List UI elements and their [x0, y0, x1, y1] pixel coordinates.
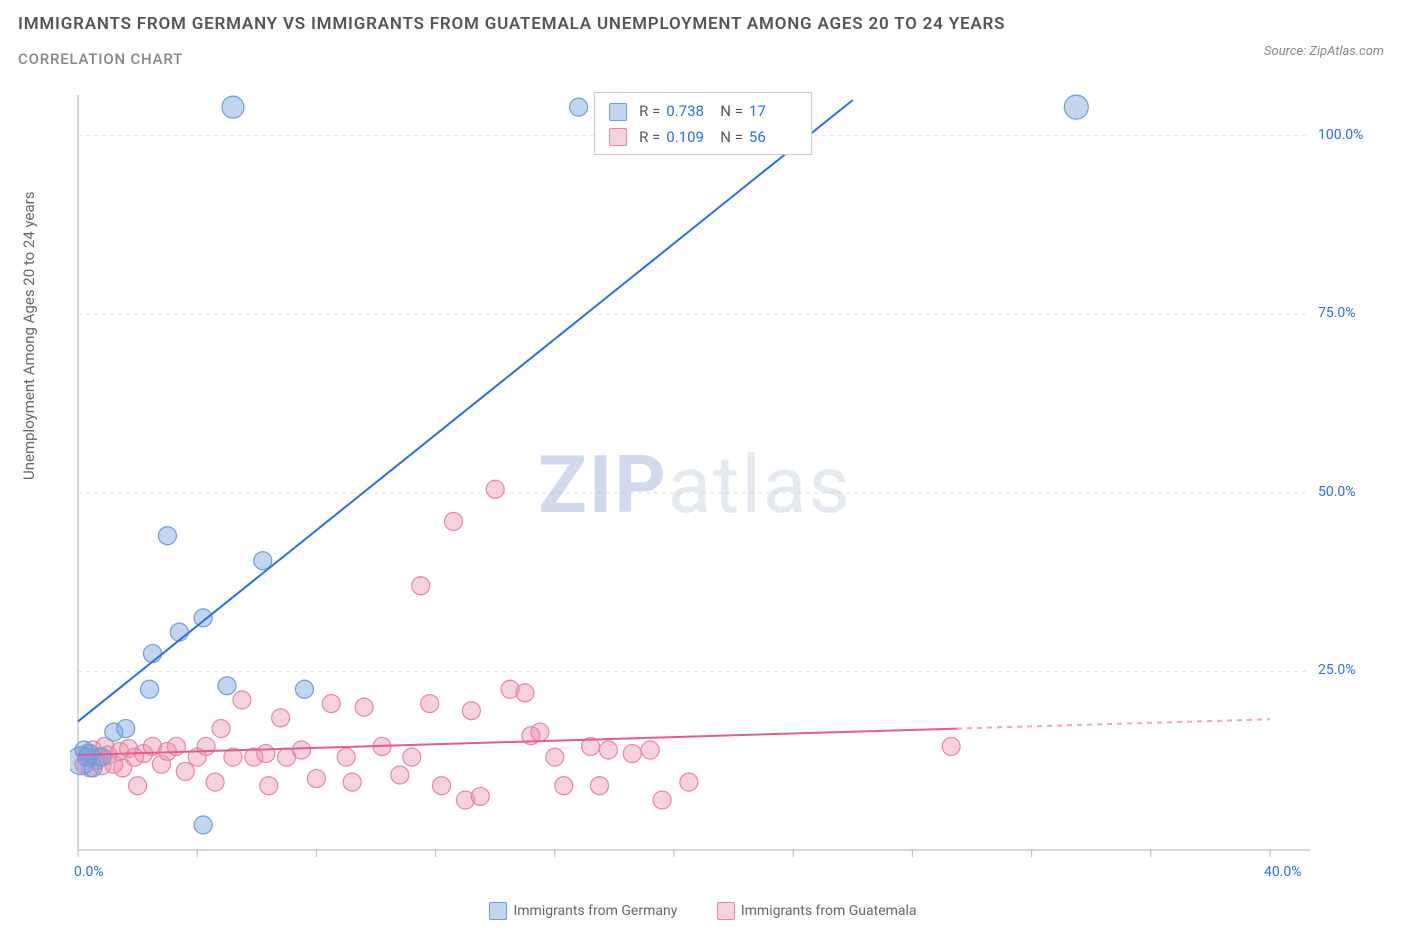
legend-label-a: Immigrants from Germany [513, 903, 677, 919]
n-value-b: 56 [749, 125, 797, 151]
swatch-a-icon [609, 103, 627, 121]
n-label: N = [720, 125, 743, 151]
legend-label-b: Immigrants from Guatemala [741, 903, 917, 919]
y-tick-label: 75.0% [1318, 305, 1356, 321]
correlation-box: R = 0.738 N = 17 R = 0.109 N = 56 [594, 92, 812, 155]
legend: Immigrants from Germany Immigrants from … [0, 902, 1406, 924]
corr-row-b: R = 0.109 N = 56 [609, 125, 797, 151]
x-axis-min-label: 0.0% [74, 864, 104, 880]
x-axis-max-label: 40.0% [1264, 864, 1302, 880]
y-tick-label: 50.0% [1318, 484, 1356, 500]
swatch-b-icon [717, 902, 735, 920]
scatter-svg [70, 90, 1320, 880]
r-value-b: 0.109 [666, 125, 714, 151]
r-label: R = [639, 99, 660, 125]
chart-container: IMMIGRANTS FROM GERMANY VS IMMIGRANTS FR… [0, 0, 1406, 930]
legend-item-a: Immigrants from Germany [489, 902, 677, 920]
chart-subtitle: CORRELATION CHART [18, 50, 183, 68]
r-value-a: 0.738 [666, 99, 714, 125]
corr-row-a: R = 0.738 N = 17 [609, 99, 797, 125]
swatch-b-icon [609, 128, 627, 146]
y-tick-label: 25.0% [1318, 662, 1356, 678]
r-label: R = [639, 125, 660, 151]
n-value-a: 17 [749, 99, 797, 125]
source-label: Source: ZipAtlas.com [1264, 44, 1384, 59]
y-axis-label: Unemployment Among Ages 20 to 24 years [20, 192, 38, 480]
plot-area: ZIPatlas [70, 90, 1320, 880]
swatch-a-icon [489, 902, 507, 920]
n-label: N = [720, 99, 743, 125]
chart-title: IMMIGRANTS FROM GERMANY VS IMMIGRANTS FR… [18, 14, 1005, 34]
legend-item-b: Immigrants from Guatemala [717, 902, 917, 920]
y-tick-label: 100.0% [1318, 127, 1363, 143]
